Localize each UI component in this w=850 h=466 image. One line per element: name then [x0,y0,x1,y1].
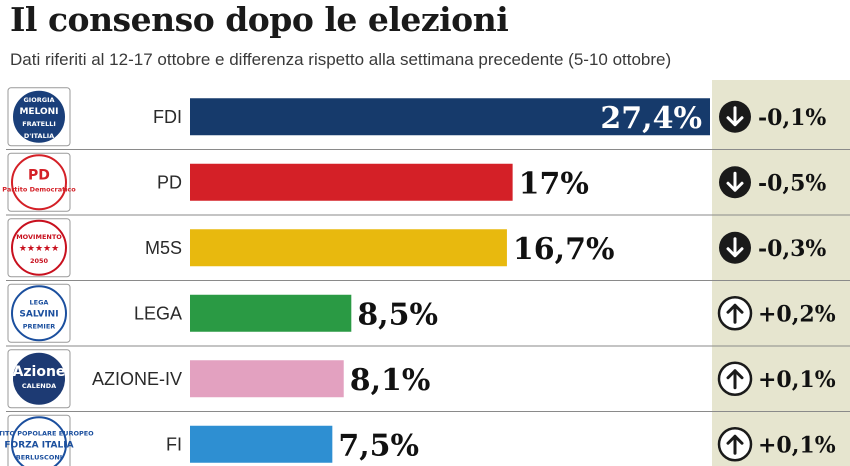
data-label: 7,5% [338,428,419,463]
bar-row-fdi: GIORGIA MELONI FRATELLI D'ITALIA FDI 27,4% -0,… [7,87,826,147]
logo-badge [11,219,67,276]
difference-column [712,80,850,466]
m5s-logo: MOVIMENTO ★★★★★ 2050 [7,218,71,278]
bar [190,294,352,332]
difference-label: +0,1% [758,367,836,393]
icon-arrow [726,369,744,390]
category-label: M5S [145,238,182,258]
logo-text: FORZA ITALIA [4,440,73,450]
category-label: PD [157,172,182,192]
azione-logo: Azione CALENDA [7,349,71,409]
lega-logo: LEGA SALVINI PREMIER [7,283,71,343]
logo-text: Azione [13,364,66,380]
logo-badge [11,350,67,407]
bar [190,229,507,267]
logo-text: BERLUSCONI [16,453,62,461]
logo-text: MELONI [19,107,58,117]
difference-label: -0,3% [758,236,826,262]
data-label: 17% [519,166,589,201]
logo-text: FRATELLI [22,120,56,128]
data-label: 16,7% [513,232,615,267]
arrow-up-icon [717,296,753,331]
pd-logo: PD Partito Democratico [2,152,76,212]
logo-badge [11,88,67,145]
bar-row-pd: PD Partito Democratico PD 17% -0,5% [2,149,850,212]
arrow-down-icon [719,166,751,199]
logo-text: SALVINI [19,309,58,319]
icon-arrow [726,434,744,455]
bar [190,425,333,463]
icon-arrow [726,171,744,192]
logo-text: MOVIMENTO [16,233,62,241]
logo-badge [11,416,67,466]
bar-row-lega: LEGA SALVINI PREMIER LEGA 8,5% +0,2% [6,280,850,343]
icon-arrow [726,303,744,324]
bar-row-azione-iv: Azione CALENDA AZIONE-IV 8,1% +0,1% [6,345,850,409]
logo-text: LEGA [30,298,49,306]
logo-text: 2050 [30,257,49,265]
data-label: 8,5% [357,297,438,332]
logo-badge [11,154,67,211]
category-label: FI [166,434,182,454]
data-label: 27,4% [600,101,702,136]
difference-label: +0,2% [758,301,836,327]
bar [190,98,710,136]
arrow-down-icon [719,100,751,133]
logo-text: D'ITALIA [24,132,54,140]
bar [190,163,513,201]
fi-logo: PARTITO POPOLARE EUROPEO FORZA ITALIA BERL… [0,414,94,466]
chart-subtitle: Dati riferiti al 12-17 ottobre e differe… [10,50,672,69]
icon-arrow [726,237,744,258]
logo-text: GIORGIA [23,96,54,104]
logo-text: PREMIER [23,322,56,330]
category-label: LEGA [134,303,182,323]
arrow-up-icon [717,361,753,396]
logo-badge [11,285,67,342]
data-label: 8,1% [350,363,431,398]
icon-arrow [726,106,744,127]
difference-label: +0,1% [758,432,836,458]
logo-text: Partito Democratico [2,185,76,193]
chart-title: Il consenso dopo le elezioni [10,0,509,39]
logo-text: CALENDA [22,382,56,390]
logo-text: PD [28,167,50,183]
difference-label: -0,1% [758,105,826,131]
category-label: AZIONE-IV [92,369,182,389]
difference-label: -0,5% [758,170,826,196]
arrow-up-icon [717,427,753,462]
bar-row-m5s: MOVIMENTO ★★★★★ 2050 M5S 16,7% -0,3% [6,214,850,278]
bar-row-fi: PARTITO POPOLARE EUROPEO FORZA ITALIA BERL… [0,411,850,466]
logo-text: PARTITO POPOLARE EUROPEO [0,429,94,437]
category-label: FDI [153,107,182,127]
fdi-logo: GIORGIA MELONI FRATELLI D'ITALIA [7,87,71,147]
bar [190,360,344,398]
arrow-down-icon [719,231,751,264]
logo-text: ★★★★★ [19,244,59,254]
